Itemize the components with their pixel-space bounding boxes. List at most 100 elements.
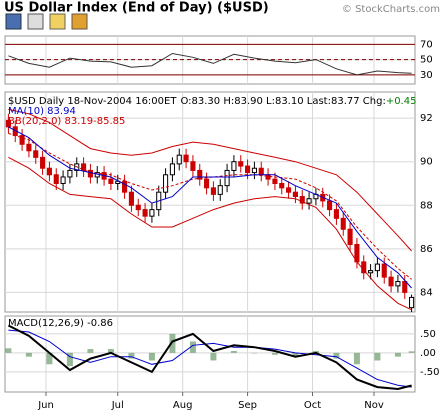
histogram-bar <box>271 352 278 355</box>
x-tick-label: Aug <box>173 400 193 411</box>
price-info: $USD Daily 18-Nov-2004 16:00ET <box>8 96 177 107</box>
histogram-bar <box>107 349 114 353</box>
candle-body <box>402 281 408 293</box>
histogram-bar <box>210 352 217 361</box>
candle-body <box>374 263 380 272</box>
y-tick-label: 70 <box>420 39 433 50</box>
rsi-line <box>8 52 412 76</box>
price-info: $USD Daily 18-Nov-2004 16:00ET O:83.30 H:… <box>8 96 416 107</box>
email-icon[interactable] <box>49 13 66 30</box>
edit-icon[interactable] <box>71 13 88 30</box>
candle-body <box>190 161 196 171</box>
candle-body <box>67 169 73 178</box>
candle-body <box>60 176 66 184</box>
y-tick-label: 84 <box>420 287 433 298</box>
candle-body <box>395 281 401 287</box>
histogram-bar <box>66 352 73 367</box>
candle-body <box>108 178 114 184</box>
candle-body <box>340 217 346 230</box>
y-tick-label: -.50 <box>420 367 440 378</box>
candle-body <box>409 296 415 309</box>
histogram-bar <box>374 352 381 361</box>
candle-body <box>40 156 46 169</box>
histogram-bar <box>394 352 401 357</box>
save-icon[interactable] <box>5 13 22 30</box>
candle-body <box>46 167 52 176</box>
candle-body <box>327 200 333 211</box>
candle-body <box>286 187 292 193</box>
candle-body <box>135 204 141 211</box>
macd-line <box>8 329 412 388</box>
price-change: +0.45 <box>386 96 417 107</box>
histogram-bar <box>87 349 94 353</box>
candle-body <box>279 182 285 189</box>
candle-body <box>81 163 87 171</box>
toolbar <box>5 13 88 30</box>
histogram-bar <box>128 352 135 359</box>
candle-body <box>142 209 148 217</box>
candle-body <box>128 191 134 206</box>
ma-line <box>8 126 412 289</box>
legend-ma: MA(10) 83.94 <box>8 106 76 117</box>
histogram-bar <box>292 352 299 357</box>
candle-body <box>176 154 182 165</box>
legend-bb: BB(20,2.0) 83.19-85.85 <box>8 116 125 127</box>
candle-body <box>272 178 278 184</box>
bb-middle <box>8 132 412 280</box>
histogram-bar <box>333 352 340 359</box>
histogram-bar <box>189 341 196 353</box>
histogram-bar <box>408 351 415 353</box>
print-icon[interactable] <box>27 13 44 30</box>
candle-body <box>115 180 121 184</box>
macd-panel <box>4 315 416 393</box>
candle-body <box>381 263 387 278</box>
candle-body <box>197 169 203 180</box>
y-tick-label: 92 <box>420 113 433 124</box>
candle-body <box>333 209 339 219</box>
x-tick-label: Sep <box>238 400 257 411</box>
candle-body <box>231 161 237 171</box>
chart-title: US Dollar Index (End of Day) ($USD) <box>4 1 269 16</box>
bb-lower <box>8 156 412 311</box>
histogram-bar <box>5 348 12 353</box>
candle-body <box>163 174 169 193</box>
candle-body <box>26 143 32 152</box>
histogram-bar <box>230 350 237 353</box>
y-tick-label: 30 <box>420 70 433 81</box>
bb-upper <box>8 108 412 252</box>
candle-body <box>33 150 39 158</box>
x-tick-label: Nov <box>364 400 384 411</box>
candle-body <box>238 161 244 167</box>
candle-body <box>204 178 210 189</box>
candle-body <box>87 169 93 178</box>
candle-body <box>245 165 251 174</box>
candle-body <box>306 198 312 204</box>
candle-body <box>368 270 374 274</box>
x-tick-label: Jun <box>37 400 54 411</box>
candle-body <box>210 187 216 195</box>
candle-body <box>122 180 128 193</box>
candle-body <box>53 174 59 184</box>
histogram-bar <box>46 352 53 365</box>
candle-body <box>292 191 298 198</box>
candle-body <box>251 167 257 174</box>
histogram-bar <box>251 352 258 354</box>
histogram-bar <box>169 333 176 353</box>
candle-body <box>149 209 155 217</box>
candle-body <box>19 135 25 145</box>
candle-body <box>183 154 189 163</box>
x-tick-label: Oct <box>304 400 321 411</box>
candle-body <box>5 119 11 128</box>
histogram-bar <box>148 352 155 361</box>
y-tick-label: 86 <box>420 244 433 255</box>
y-tick-label: .50 <box>420 329 436 340</box>
macd-line <box>7 324 412 391</box>
candle-body <box>169 163 175 176</box>
candle-body <box>217 185 223 195</box>
histogram-bar <box>25 352 32 357</box>
candle-body <box>388 276 394 287</box>
histogram-bar <box>353 352 360 365</box>
y-tick-label: 90 <box>420 157 433 168</box>
candle-body <box>258 167 264 176</box>
